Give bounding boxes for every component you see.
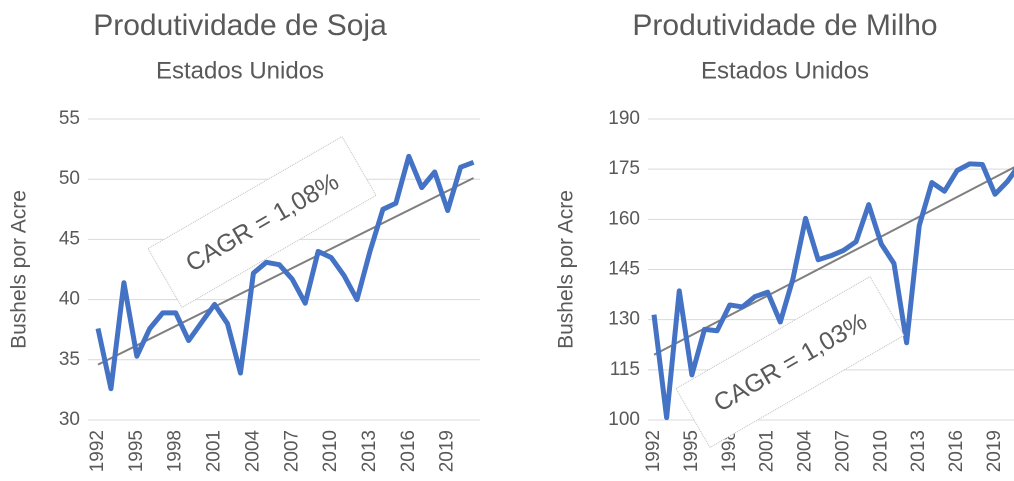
y-tick-label: 115 <box>610 359 640 380</box>
x-tick-label: 1992 <box>643 430 664 472</box>
chart-subtitle: Estados Unidos <box>701 57 869 84</box>
plot <box>651 161 1014 421</box>
data-line <box>651 161 1014 421</box>
y-tick-label: 100 <box>608 409 640 430</box>
x-tick-label: 1995 <box>681 430 702 472</box>
y-tick-label: 130 <box>608 309 640 330</box>
annotation: CAGR = 1,03% <box>675 275 905 449</box>
chart-subtitle: Estados Unidos <box>156 57 324 84</box>
data-line <box>95 153 475 392</box>
y-tick-label: 30 <box>59 409 80 430</box>
x-tick-label: 2010 <box>870 430 891 472</box>
x-tick-label: 1992 <box>87 430 108 472</box>
y-tick-label: 45 <box>59 228 80 249</box>
x-tick-label: 2004 <box>795 430 816 473</box>
y-tick-label: 160 <box>608 208 640 229</box>
x-tick-label: 2019 <box>437 430 458 472</box>
x-tick-label: 1995 <box>126 430 147 472</box>
chart-title: Produtividade de Soja <box>93 9 387 42</box>
y-tick-label: 190 <box>608 108 640 129</box>
x-tick-label: 2019 <box>984 430 1005 472</box>
y-tick-label: 35 <box>59 349 80 370</box>
x-tick-label: 2016 <box>398 430 419 472</box>
x-tick-label: 2007 <box>832 430 853 472</box>
y-tick-label: 175 <box>608 158 640 179</box>
plot <box>95 153 475 392</box>
x-tick-label: 2013 <box>359 430 380 472</box>
annotation: CAGR = 1,08% <box>147 135 377 309</box>
annotation-box <box>147 135 377 309</box>
x-tick-label: 2010 <box>320 430 341 472</box>
y-tick-label: 145 <box>608 259 640 280</box>
x-tick-label: 2001 <box>204 430 225 472</box>
y-tick-label: 40 <box>59 289 80 310</box>
trendline <box>653 166 1014 356</box>
x-tick-label: 2013 <box>908 430 929 472</box>
y-axis-label: Bushels por Acre <box>555 190 578 349</box>
y-tick-label: 55 <box>59 108 80 129</box>
annotation-box <box>675 275 905 449</box>
x-tick-label: 2004 <box>242 430 263 473</box>
x-tick-label: 1998 <box>165 430 186 472</box>
x-tick-label: 1998 <box>719 430 740 472</box>
x-tick-label: 2001 <box>757 430 778 472</box>
x-tick-label: 2007 <box>281 430 302 472</box>
x-tick-label: 2016 <box>946 430 967 472</box>
y-axis-label: Bushels por Acre <box>8 190 31 349</box>
y-tick-label: 50 <box>59 168 80 189</box>
chart-title: Produtividade de Milho <box>632 9 937 42</box>
